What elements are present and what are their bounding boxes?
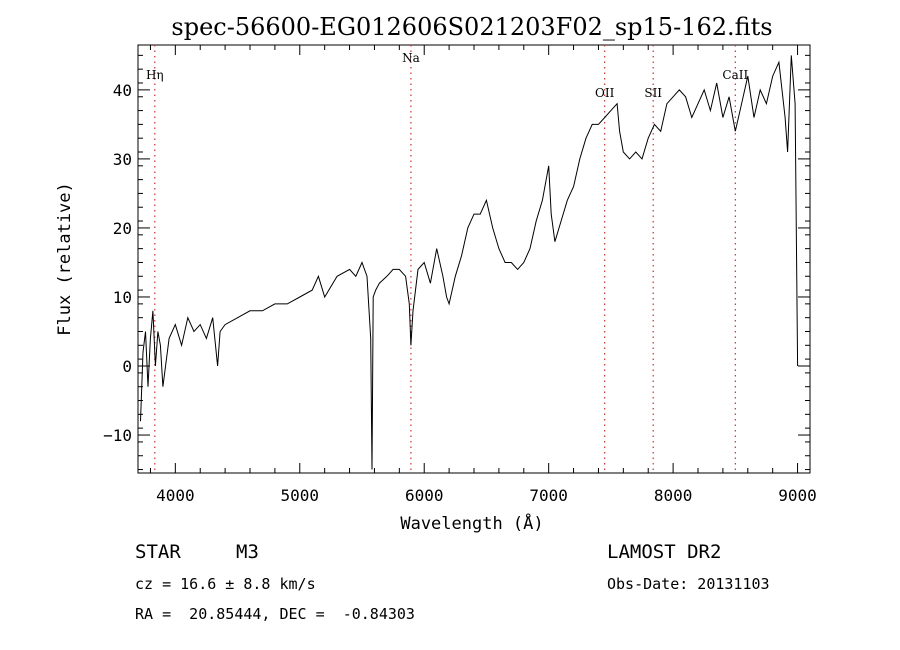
survey-name: LAMOST DR2 xyxy=(607,541,722,563)
x-axis: 4000 5000 6000 7000 8000 9000 xyxy=(149,45,817,505)
plot-frame xyxy=(137,44,811,474)
spectral-line-label: CaII xyxy=(722,68,748,82)
chart-title: spec-56600-EG012606S021203F02_sp15-162.f… xyxy=(171,13,772,41)
x-tick-label: 4000 xyxy=(156,486,195,505)
y-tick-label: 30 xyxy=(113,150,132,169)
y-tick-label: 0 xyxy=(122,357,132,376)
x-tick-label: 5000 xyxy=(281,486,320,505)
y-tick-label: 10 xyxy=(113,288,132,307)
y-tick-label: 20 xyxy=(113,219,132,238)
spectrum-line xyxy=(140,55,799,470)
redshift-cz: cz = 16.6 ± 8.8 km/s xyxy=(135,575,316,593)
y-axis-label: Flux (relative) xyxy=(55,182,75,336)
object-subclass: M3 xyxy=(236,541,259,563)
spectral-line-markers: Hη Na OII SII CaII xyxy=(146,45,748,473)
object-class: STAR xyxy=(135,541,181,563)
x-tick-label: 7000 xyxy=(529,486,568,505)
y-axis: −10 0 10 20 30 40 xyxy=(103,54,810,471)
spectral-line-label: Hη xyxy=(146,68,164,82)
y-tick-label: 40 xyxy=(113,81,132,100)
x-tick-label: 6000 xyxy=(405,486,444,505)
spectral-line-label: OII xyxy=(595,86,615,100)
observation-date: Obs-Date: 20131103 xyxy=(607,575,770,593)
ra-dec-coordinates: RA = 20.85444, DEC = -0.84303 xyxy=(135,605,415,623)
x-axis-label: Wavelength (Å) xyxy=(400,512,543,534)
x-tick-label: 8000 xyxy=(654,486,693,505)
spectral-line-label: Na xyxy=(402,51,420,65)
spectral-line-label: SII xyxy=(644,86,662,100)
y-tick-label: −10 xyxy=(103,426,132,445)
x-tick-label: 9000 xyxy=(778,486,817,505)
